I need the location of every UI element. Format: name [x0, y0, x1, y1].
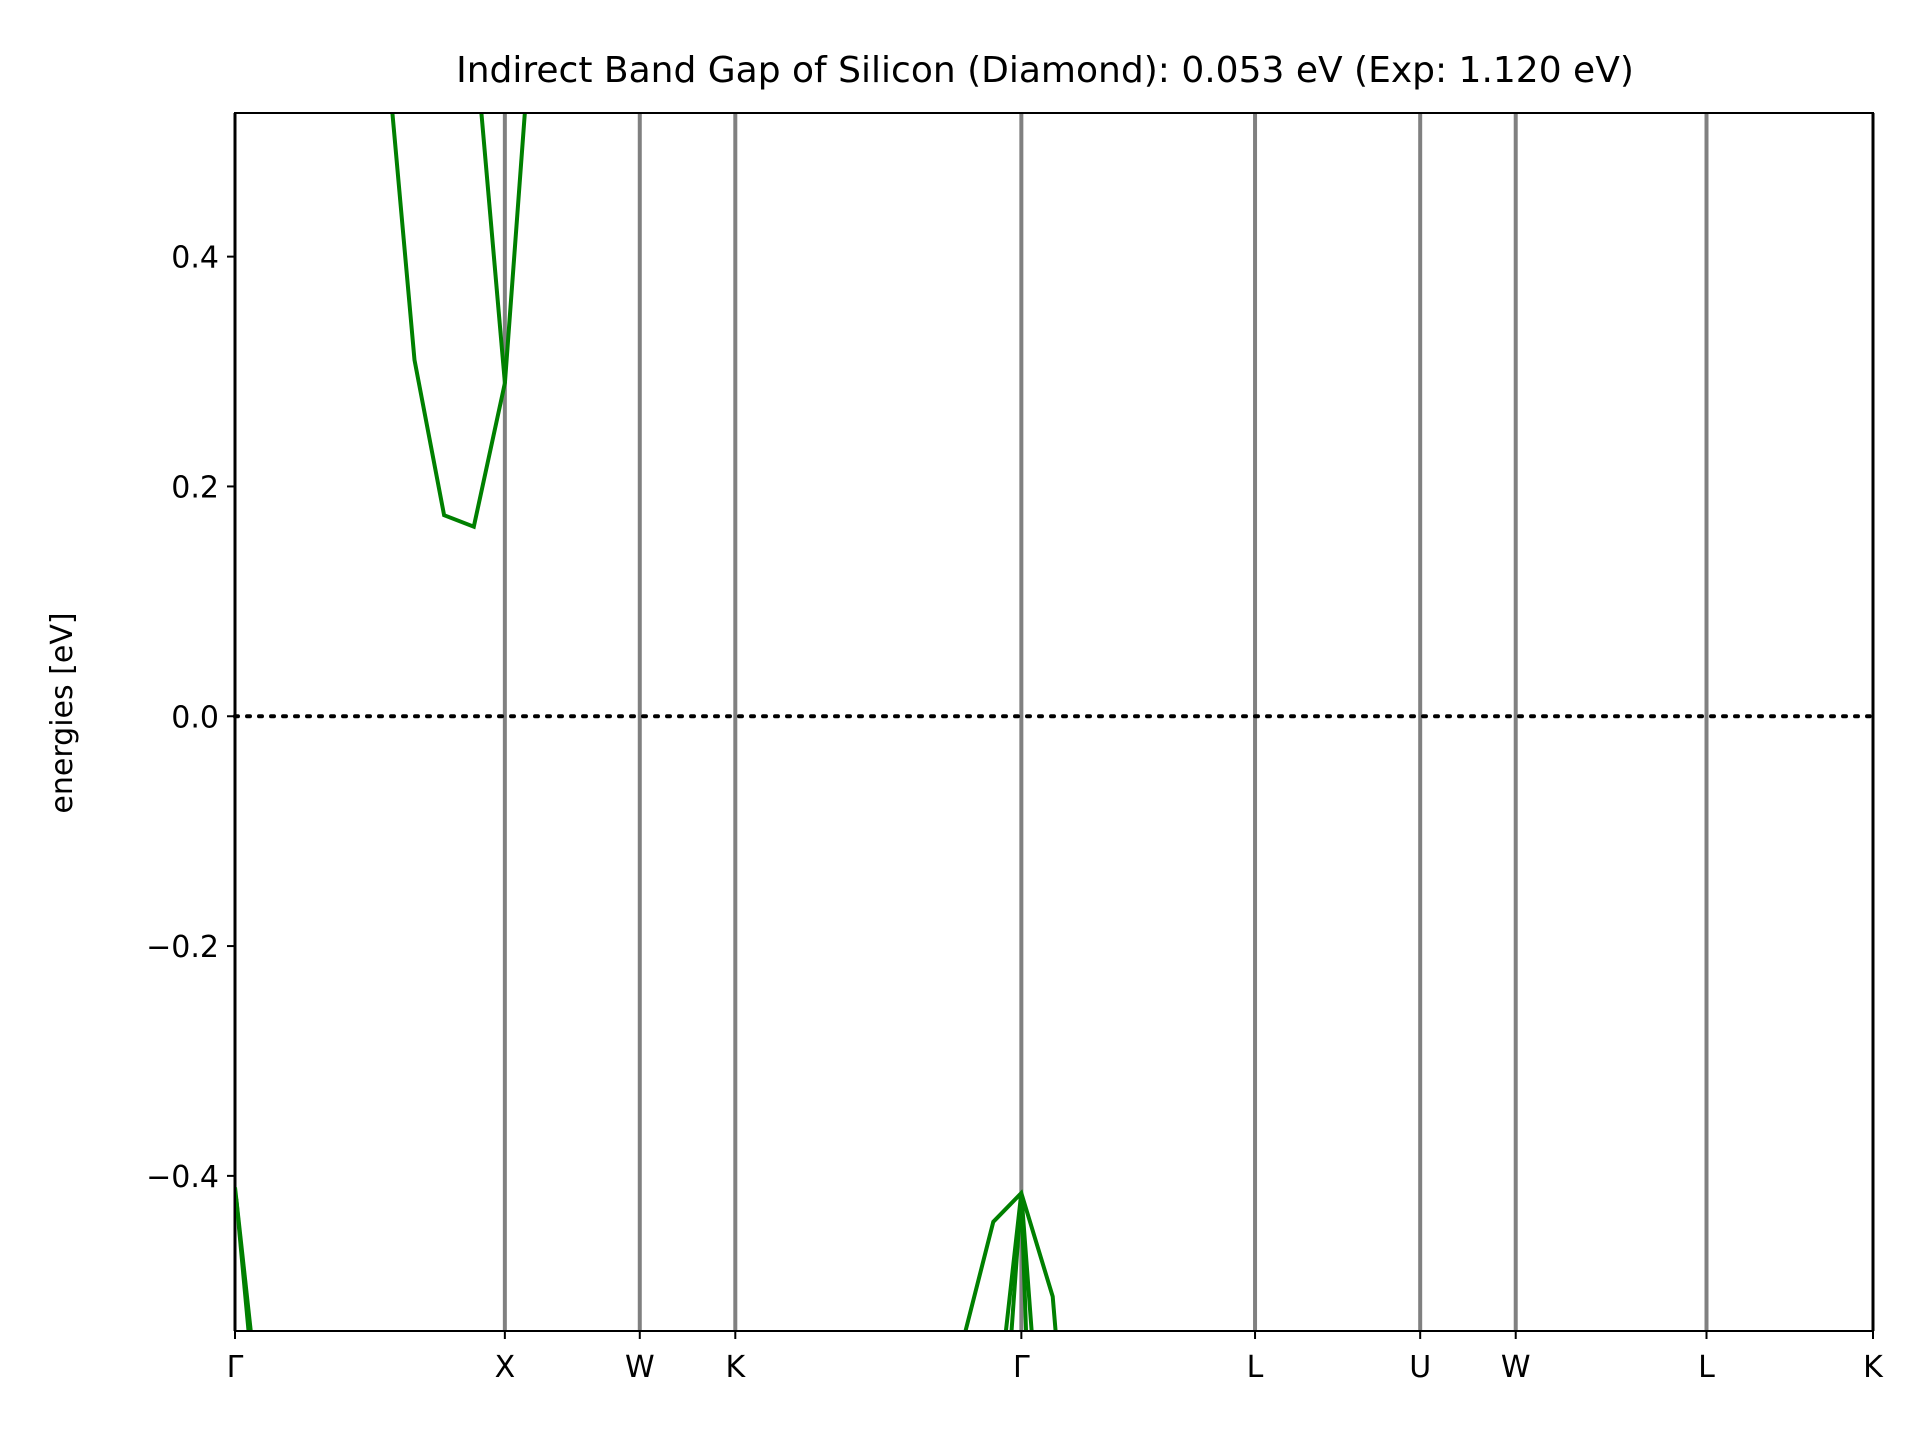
- y-tick-label: 0.0: [171, 700, 219, 735]
- x-tick-label: K: [725, 1350, 746, 1385]
- band-line: [479, 113, 507, 384]
- x-tick-label: Γ: [1013, 1350, 1030, 1385]
- y-axis: 0.4 0.2 0.0 −0.2 −0.4: [146, 241, 235, 1195]
- x-tick-label: L: [1698, 1350, 1715, 1385]
- y-tick-label: −0.2: [146, 930, 219, 965]
- chart-title: Indirect Band Gap of Silicon (Diamond): …: [456, 50, 1634, 91]
- band-line: [963, 1189, 1058, 1331]
- y-tick-label: 0.2: [171, 470, 219, 505]
- x-tick-label: W: [625, 1350, 655, 1385]
- band-line: [235, 1198, 251, 1331]
- band-line: [1009, 1192, 1029, 1331]
- x-tick-label: W: [1501, 1350, 1531, 1385]
- x-tick-label: X: [495, 1350, 516, 1385]
- x-tick-label: U: [1409, 1350, 1431, 1385]
- y-tick-label: 0.4: [171, 241, 219, 276]
- plot-frame: [234, 112, 1874, 1332]
- x-tick-label: Γ: [227, 1350, 244, 1385]
- kpoint-lines: [233, 113, 1875, 1331]
- y-tick-label: −0.4: [146, 1160, 219, 1195]
- x-tick-label: L: [1247, 1350, 1264, 1385]
- y-axis-label: energies [eV]: [45, 612, 80, 813]
- band-line: [390, 113, 527, 530]
- x-tick-label: K: [1863, 1350, 1884, 1385]
